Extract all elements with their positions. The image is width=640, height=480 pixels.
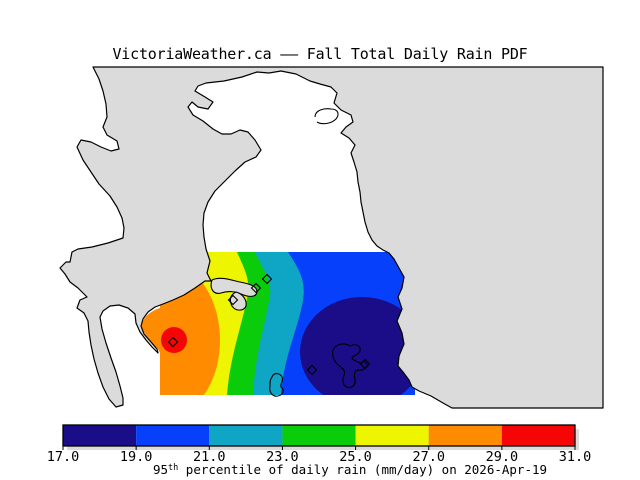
harbour-inlet-arm (210, 277, 258, 297)
caption-superscript: th (168, 463, 179, 473)
colorbar-tick-label: 23.0 (266, 449, 299, 465)
contour-band-red (161, 327, 187, 353)
island-outline-small (269, 373, 284, 397)
colorbar-tick-label: 31.0 (558, 449, 592, 465)
contour-orange-west-lobe (141, 308, 160, 353)
station-marker-diamond (227, 294, 239, 306)
offshore-island (314, 108, 339, 125)
station-marker-diamond (306, 364, 318, 376)
colorbar-segment (428, 425, 502, 446)
colorbar-segment (136, 425, 210, 446)
colorbar-segment (501, 425, 575, 446)
sea-region (59, 66, 604, 409)
contour-island-outlines (269, 343, 369, 397)
colorbar-segment (63, 425, 137, 446)
station-marker-diamond (359, 358, 371, 370)
colorbar-tick-label: 25.0 (339, 449, 372, 465)
station-marker-diamond (167, 336, 179, 348)
caption-value: 95 (152, 462, 169, 477)
colorbar-segment (282, 425, 356, 446)
station-markers (167, 273, 371, 376)
station-marker-diamond (250, 282, 262, 294)
colorbar-tick-label: 29.0 (485, 449, 519, 465)
colorbar-tick-label: 27.0 (412, 449, 445, 465)
caption-text: percentile of daily rain (mm/day) on 202… (178, 462, 548, 477)
colorbar-tick-label: 19.0 (119, 449, 153, 465)
colorbar-border (62, 424, 576, 447)
plot-title: VictoriaWeather.ca —— Fall Total Daily R… (112, 45, 528, 63)
colorbar-tick-label: 17.0 (46, 449, 80, 465)
colorbar-tick-label: 21.0 (193, 449, 226, 465)
station-marker-diamond (261, 273, 273, 285)
colorbar (62, 424, 579, 450)
colorbar-segments (63, 425, 575, 446)
colorbar-ticks (62, 446, 576, 450)
colorbar-caption: 95th percentile of daily rain (mm/day) o… (60, 462, 640, 477)
island-outline-large (332, 343, 369, 388)
colorbar-segment (209, 425, 283, 446)
colorbar-segment (355, 425, 429, 446)
